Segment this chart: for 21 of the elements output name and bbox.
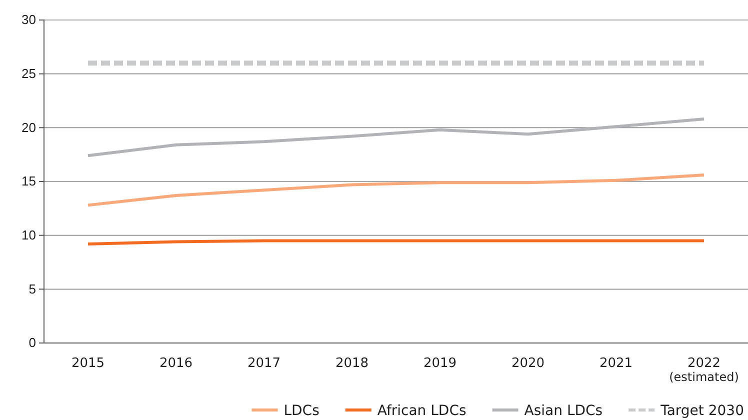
x-tick-label: 2020	[511, 356, 545, 371]
x-tick-label: 2017	[247, 356, 281, 371]
y-tick-label: 25	[22, 66, 36, 81]
line-series	[86, 118, 706, 158]
y-tick-label: 0	[28, 335, 36, 350]
y-tick-label: 15	[22, 174, 36, 189]
y-tick-label: 10	[22, 227, 36, 242]
legend-label: Target 2030	[660, 403, 744, 419]
x-tick-label: 2022 (estimated)	[669, 356, 739, 384]
y-tick-label: 5	[28, 281, 36, 296]
x-tick-label: 2018	[335, 356, 369, 371]
x-tick-label: 2016	[159, 356, 193, 371]
y-tick-label: 20	[22, 120, 36, 135]
x-tick-label: 2015	[71, 356, 105, 371]
legend-label: LDCs	[284, 403, 320, 419]
x-tick-label: 2021	[599, 356, 633, 371]
line-series	[86, 174, 706, 207]
legend-label: African LDCs	[377, 403, 466, 419]
y-tick-label: 30	[22, 12, 36, 28]
x-tick-label: 2019	[423, 356, 457, 371]
legend-label: Asian LDCs	[524, 403, 603, 419]
